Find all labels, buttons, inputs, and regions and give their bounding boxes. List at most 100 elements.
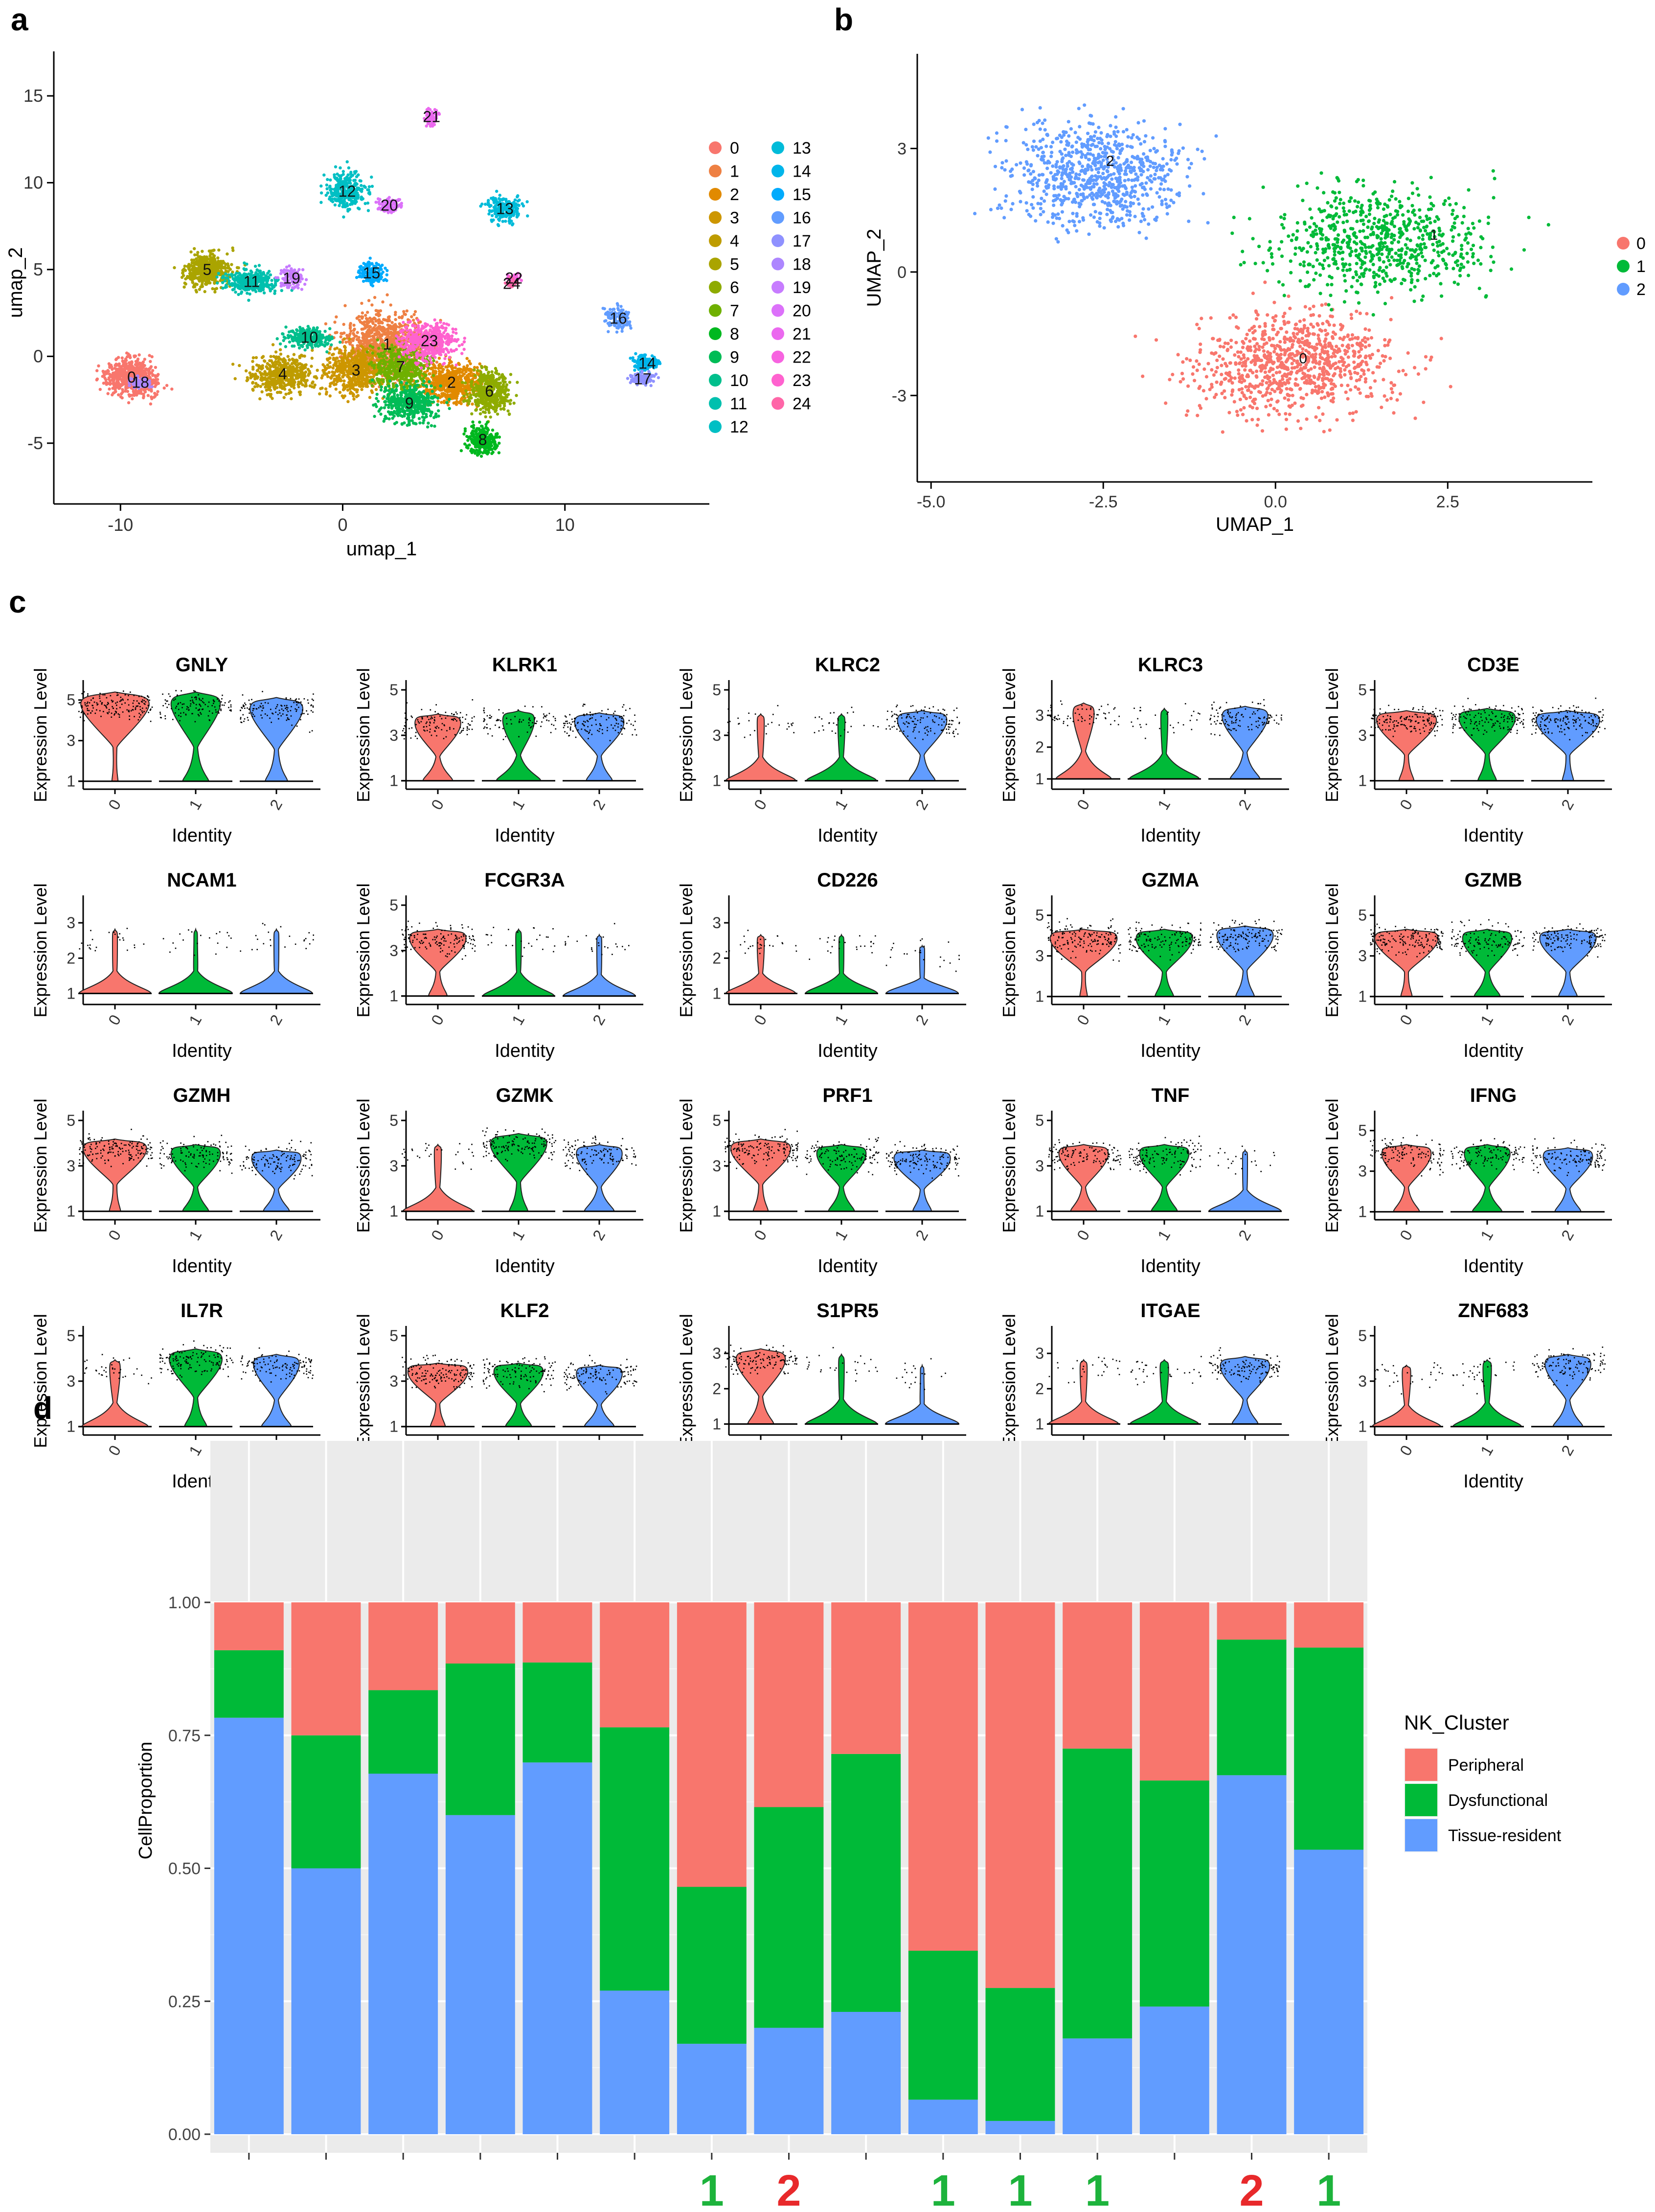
umap-point bbox=[412, 364, 416, 367]
umap-point bbox=[153, 394, 157, 398]
umap-point bbox=[213, 287, 217, 291]
umap-point bbox=[355, 380, 359, 384]
umap-point bbox=[364, 374, 368, 377]
umap-point bbox=[419, 362, 423, 365]
umap-point bbox=[343, 354, 347, 358]
umap-point bbox=[352, 394, 355, 398]
umap-point bbox=[347, 366, 351, 369]
umap-point bbox=[461, 391, 464, 394]
umap-point bbox=[335, 362, 338, 365]
umap-point bbox=[301, 383, 304, 387]
umap-point bbox=[343, 349, 347, 352]
umap-point bbox=[104, 370, 108, 373]
umap-point bbox=[199, 271, 203, 274]
umap-point bbox=[393, 324, 396, 328]
umap-point bbox=[499, 388, 503, 391]
umap-point bbox=[266, 367, 270, 370]
umap-point bbox=[461, 381, 464, 384]
umap-point bbox=[371, 351, 374, 355]
umap-point bbox=[190, 258, 194, 262]
umap-point bbox=[162, 386, 166, 390]
umap-point bbox=[295, 359, 299, 363]
umap-point bbox=[272, 355, 275, 358]
umap-point bbox=[383, 331, 386, 335]
umap-point bbox=[144, 367, 148, 371]
umap-point bbox=[499, 404, 502, 408]
umap-point bbox=[389, 303, 392, 307]
umap-point bbox=[341, 375, 344, 378]
umap-point bbox=[377, 361, 381, 365]
umap-point bbox=[251, 360, 254, 363]
umap-point bbox=[478, 420, 481, 424]
umap-point bbox=[351, 351, 355, 355]
umap-point bbox=[371, 370, 375, 374]
umap-point bbox=[496, 412, 499, 416]
umap-point bbox=[259, 385, 262, 388]
umap-point bbox=[193, 253, 197, 257]
umap-point bbox=[261, 364, 264, 367]
umap-point bbox=[296, 372, 299, 375]
umap-point bbox=[115, 364, 118, 367]
umap-point bbox=[370, 384, 374, 388]
umap-point bbox=[341, 359, 345, 363]
umap-point bbox=[480, 393, 484, 396]
umap-point bbox=[377, 325, 381, 328]
umap-point bbox=[343, 385, 346, 388]
umap-point bbox=[353, 327, 356, 331]
umap-point bbox=[195, 257, 198, 261]
umap-point bbox=[153, 391, 157, 395]
umap-point bbox=[188, 276, 191, 279]
umap-point bbox=[467, 402, 471, 406]
umap-point bbox=[226, 252, 229, 256]
umap-point bbox=[127, 401, 131, 405]
umap-point bbox=[106, 392, 110, 395]
umap-point bbox=[328, 347, 332, 351]
umap-point bbox=[364, 357, 367, 361]
umap-point bbox=[331, 366, 335, 370]
umap-point bbox=[377, 318, 381, 321]
umap-point bbox=[342, 379, 346, 383]
umap-point bbox=[396, 331, 400, 334]
umap-point bbox=[490, 370, 494, 374]
umap-point bbox=[433, 379, 437, 382]
umap-point bbox=[419, 377, 423, 380]
umap-point bbox=[499, 394, 502, 398]
umap-point bbox=[489, 415, 492, 419]
umap-point bbox=[284, 384, 288, 387]
umap-point bbox=[459, 367, 462, 371]
umap-point bbox=[343, 394, 347, 398]
umap-point bbox=[129, 356, 132, 359]
umap-point bbox=[265, 381, 269, 384]
umap-point bbox=[357, 336, 361, 339]
umap-point bbox=[465, 392, 469, 396]
umap-point bbox=[120, 356, 124, 360]
umap-point bbox=[118, 385, 121, 388]
umap-point bbox=[290, 397, 293, 401]
umap-point bbox=[329, 365, 332, 368]
umap-point bbox=[126, 355, 129, 359]
umap-point bbox=[410, 315, 413, 319]
umap-point bbox=[480, 379, 483, 383]
umap-point bbox=[361, 345, 364, 349]
umap-point bbox=[484, 376, 488, 379]
umap-point bbox=[267, 392, 271, 396]
umap-point bbox=[335, 315, 338, 319]
umap-point bbox=[116, 381, 120, 384]
umap-point bbox=[441, 370, 444, 374]
umap-point bbox=[149, 366, 152, 369]
umap-point bbox=[154, 365, 158, 369]
umap-point bbox=[391, 382, 395, 386]
umap-point bbox=[372, 375, 375, 378]
panel-label-b: b bbox=[834, 2, 853, 37]
umap-point bbox=[201, 285, 204, 288]
umap-point bbox=[265, 384, 269, 388]
umap-point bbox=[114, 358, 118, 362]
umap-point bbox=[116, 356, 120, 359]
umap-point bbox=[121, 390, 124, 394]
umap-point bbox=[231, 249, 235, 252]
umap-points bbox=[95, 107, 662, 458]
umap-point bbox=[374, 388, 378, 391]
umap-point bbox=[388, 377, 392, 380]
umap-point bbox=[499, 375, 503, 379]
umap-point bbox=[362, 382, 365, 385]
